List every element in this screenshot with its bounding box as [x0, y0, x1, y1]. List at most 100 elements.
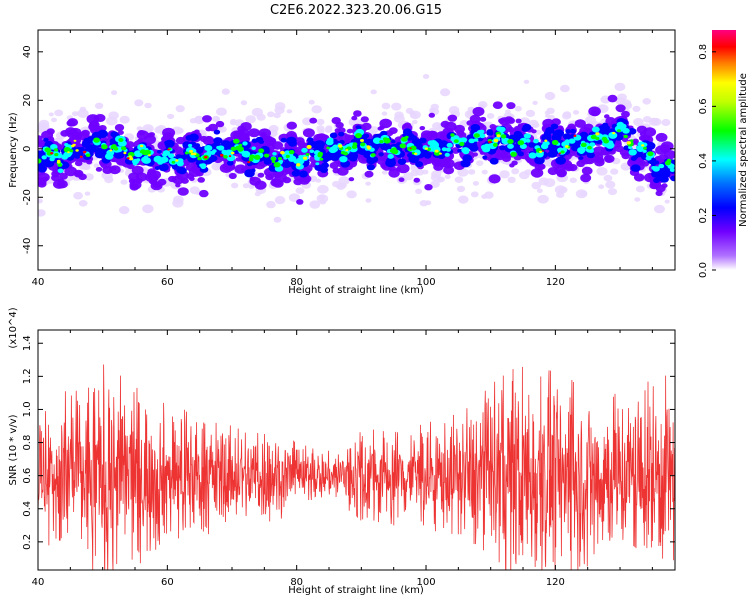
spectrogram-blob	[555, 156, 566, 165]
y-tick-label: 1.4	[22, 335, 33, 351]
spectrogram-blob	[623, 145, 630, 151]
spectrogram-blob	[38, 165, 47, 173]
spectrogram-blob	[370, 153, 376, 157]
spectrogram-frame	[37, 29, 676, 271]
spectrogram-blob	[514, 105, 522, 112]
spectrogram-blob	[113, 146, 119, 151]
spectrogram-blob	[216, 145, 221, 150]
spectrogram-blob	[188, 143, 193, 148]
spectrogram-blob	[472, 106, 485, 117]
spectrogram-blob	[363, 133, 370, 139]
spectrogram-blob	[67, 118, 79, 127]
spectrogram-blob	[316, 125, 325, 132]
spectrogram-blob	[523, 79, 530, 84]
spectrogram-blob	[556, 125, 564, 131]
spectrogram-blob	[466, 120, 475, 126]
spectrogram-blob	[517, 140, 525, 146]
spectrogram-blob	[309, 149, 315, 153]
spectrogram-blob	[148, 178, 157, 185]
spectrogram-blob	[38, 158, 42, 164]
spectrogram-blob	[581, 166, 593, 175]
spectrogram-ylabel: Frequency (Hz)	[8, 112, 19, 188]
spectrogram-blob	[553, 129, 565, 138]
spectrogram-blob	[507, 143, 514, 149]
spectrogram-blob	[534, 156, 545, 165]
spectrogram-blob	[568, 138, 576, 144]
spectrogram-blob	[607, 188, 618, 196]
spectrogram-blob	[493, 138, 499, 143]
spectrogram-blob	[109, 149, 113, 152]
spectrogram-blob	[338, 144, 343, 148]
spectrogram-blob	[306, 144, 312, 149]
spectrogram-blob	[664, 160, 671, 166]
spectrogram-blob	[240, 100, 248, 106]
spectrogram-blob	[532, 100, 538, 105]
spectrogram-blob	[189, 149, 194, 153]
spectrogram-blob	[670, 175, 675, 182]
spectrogram-blob	[621, 152, 630, 160]
spectrogram-blob	[580, 173, 592, 183]
spectrogram-blob	[43, 137, 49, 142]
spectrogram-blob	[164, 140, 170, 145]
spectrogram-blob	[189, 186, 200, 195]
spectrogram-blob	[258, 139, 265, 144]
spectrogram-blob	[308, 175, 318, 183]
spectrogram-blob	[482, 155, 488, 160]
spectrogram-blob	[280, 150, 285, 155]
spectrogram-blob	[535, 151, 544, 158]
spectrogram-blob	[339, 156, 348, 163]
spectrogram-blob	[148, 154, 151, 157]
spectrogram-blob	[605, 180, 616, 189]
spectrogram-blob	[126, 157, 130, 160]
spectrogram-blob	[253, 154, 261, 160]
spectrogram-blob	[366, 138, 373, 144]
spectrogram-blob	[220, 153, 224, 157]
spectrogram-blob	[465, 161, 471, 166]
y-tick-label: 0	[22, 146, 33, 152]
colorbar-label: Normalized spectral amplitude	[738, 73, 749, 227]
spectrogram-blob	[462, 149, 470, 155]
spectrogram-blob	[515, 118, 522, 124]
spectrogram-blob	[562, 133, 571, 140]
spectrogram-blob	[227, 160, 234, 166]
spectrogram-blob	[137, 143, 147, 151]
spectrogram-blob	[121, 146, 127, 151]
spectrogram-blob	[578, 156, 584, 160]
y-tick-label: -20	[22, 189, 33, 205]
spectrogram-blob	[577, 147, 586, 154]
spectrogram-blob	[173, 195, 184, 204]
spectrogram-blob	[249, 176, 261, 186]
spectrogram-blob	[651, 166, 657, 170]
spectrogram-blob	[545, 127, 555, 135]
spectrogram-blob	[628, 145, 633, 150]
spectrogram-blob	[439, 152, 442, 155]
spectrogram-blob	[560, 150, 565, 154]
spectrogram-blob	[573, 134, 577, 137]
spectrogram-blob	[558, 152, 562, 154]
snr-frame	[37, 329, 676, 571]
spectrogram-blob	[480, 144, 489, 150]
spectrogram-blob	[643, 146, 647, 150]
spectrogram-blob	[454, 176, 464, 183]
spectrogram-blob	[38, 209, 46, 217]
spectrogram-blob	[77, 109, 89, 118]
spectrogram-blob	[324, 126, 333, 133]
spectrogram-blob	[655, 156, 662, 162]
spectrogram-blob	[473, 133, 480, 138]
spectrogram-blob	[434, 149, 439, 153]
spectrogram-blob	[472, 181, 479, 186]
snr-line	[38, 364, 675, 570]
spectrogram-blob	[424, 184, 433, 191]
spectrogram-blob	[607, 94, 618, 103]
spectrogram-blob	[440, 88, 451, 97]
spectrogram-blob	[195, 115, 204, 122]
spectrogram-blob	[531, 181, 542, 190]
x-tick-label: 60	[161, 577, 174, 588]
spectrogram-blob	[664, 199, 670, 204]
spectrogram-blob	[184, 151, 189, 155]
spectrogram-blob	[544, 110, 551, 115]
spectrogram-blob	[123, 151, 127, 155]
spectrogram-blob	[669, 168, 675, 172]
spectrogram-blob	[57, 161, 61, 164]
spectrogram-blob	[635, 185, 645, 193]
